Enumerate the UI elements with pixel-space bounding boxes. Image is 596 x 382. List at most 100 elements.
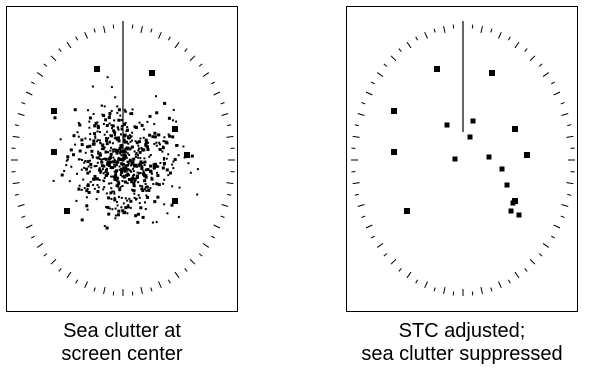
- scale-tick: [211, 235, 215, 239]
- clutter-speck: [95, 177, 99, 181]
- clutter-speck: [120, 154, 123, 157]
- clutter-speck: [96, 130, 99, 133]
- clutter-speck: [156, 171, 158, 174]
- scale-tick: [514, 41, 520, 49]
- target-echo: [512, 126, 518, 132]
- scale-tick: [220, 215, 225, 218]
- clutter-speck: [110, 166, 113, 169]
- clutter-speck: [162, 156, 165, 159]
- clutter-speck: [113, 158, 116, 161]
- caption-line: Sea clutter at: [63, 320, 181, 342]
- clutter-speck: [126, 152, 129, 155]
- clutter-speck: [111, 127, 113, 130]
- clutter-speck: [86, 171, 90, 175]
- clutter-speck: [171, 135, 175, 139]
- clutter-speck: [100, 160, 104, 164]
- clutter-speck: [132, 167, 134, 170]
- clutter-speck: [117, 136, 120, 140]
- clutter-speck: [157, 165, 160, 168]
- clutter-speck: [172, 119, 174, 122]
- clutter-speck: [133, 150, 136, 153]
- clutter-speck: [146, 195, 149, 199]
- scale-tick: [36, 243, 44, 248]
- clutter-speck: [117, 195, 120, 198]
- scale-tick: [158, 281, 162, 289]
- clutter-speck: [138, 150, 142, 154]
- scale-tick: [371, 235, 375, 239]
- clutter-speck: [123, 138, 126, 141]
- clutter-speck: [85, 196, 88, 199]
- clutter-speck: [163, 178, 166, 181]
- clutter-speck: [137, 144, 140, 147]
- scale-tick: [507, 279, 511, 284]
- target-echo: [391, 108, 397, 114]
- clutter-speck: [132, 174, 134, 177]
- scale-tick: [383, 253, 388, 257]
- clutter-speck: [112, 156, 115, 159]
- scale-tick: [433, 287, 436, 292]
- target-echo: [64, 208, 70, 214]
- clutter-speck: [117, 181, 121, 185]
- clutter-speck: [153, 142, 156, 145]
- clutter-speck: [130, 145, 134, 149]
- residual-echo: [508, 208, 514, 214]
- clutter-speck: [120, 146, 123, 149]
- scale-tick: [150, 28, 153, 33]
- scale-tick: [75, 36, 79, 41]
- clutter-speck: [94, 135, 97, 138]
- clutter-speck: [107, 137, 110, 140]
- clutter-speck: [135, 198, 137, 201]
- clutter-speck: [66, 155, 70, 159]
- clutter-speck: [190, 154, 194, 158]
- clutter-speck: [111, 166, 115, 170]
- clutter-speck: [141, 215, 145, 219]
- clutter-speck: [115, 163, 118, 166]
- clutter-speck: [173, 158, 177, 161]
- clutter-speck: [144, 140, 148, 144]
- scale-tick: [490, 287, 493, 292]
- scale-tick: [103, 286, 106, 295]
- residual-echoes: [444, 118, 522, 218]
- clutter-speck: [88, 120, 91, 123]
- clutter-speck: [53, 116, 57, 120]
- clutter-speck: [86, 183, 90, 187]
- target-echo: [51, 149, 57, 155]
- scale-tick: [227, 193, 232, 196]
- scale-tick: [221, 204, 229, 207]
- clutter-speck: [118, 189, 121, 192]
- clutter-speck: [123, 141, 126, 144]
- clutter-speck: [103, 186, 106, 189]
- clutter-speck: [104, 157, 108, 161]
- clutter-speck: [114, 96, 117, 99]
- clutter-speck: [137, 181, 140, 184]
- clutter-speck: [113, 170, 116, 173]
- clutter-speck: [106, 205, 110, 209]
- scale-tick: [352, 135, 360, 138]
- clutter-speck: [116, 178, 119, 180]
- clutter-speck: [83, 166, 86, 169]
- clutter-speck: [96, 156, 99, 159]
- clutter-speck: [128, 148, 131, 151]
- clutter-speck: [95, 165, 98, 167]
- clutter-speck: [123, 210, 127, 214]
- clutter-speck: [103, 105, 106, 108]
- scale-tick: [490, 28, 493, 33]
- clutter-speck: [104, 150, 108, 154]
- clutter-speck: [99, 158, 102, 161]
- clutter-speck: [145, 174, 148, 177]
- clutter-speck: [149, 187, 152, 190]
- scale-tick: [406, 41, 412, 49]
- clutter-speck: [178, 186, 181, 189]
- scale-tick: [25, 91, 33, 96]
- clutter-speck: [115, 179, 118, 182]
- scale-tick: [424, 31, 428, 39]
- clutter-speck: [118, 158, 122, 161]
- clutter-speck: [90, 149, 94, 153]
- clutter-speck: [196, 193, 199, 196]
- scale-tick: [202, 72, 210, 77]
- clutter-speck: [147, 141, 150, 144]
- clutter-speck: [105, 226, 109, 230]
- clutter-speck: [161, 146, 165, 150]
- clutter-speck: [155, 111, 159, 115]
- clutter-speck: [156, 174, 160, 177]
